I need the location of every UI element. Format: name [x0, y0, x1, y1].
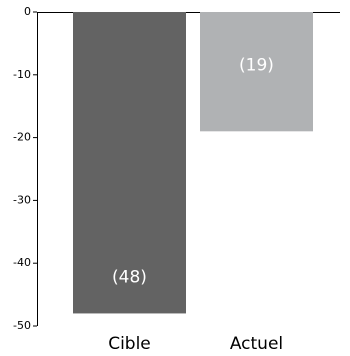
y-tick-label: -50	[13, 319, 31, 332]
bar	[200, 12, 313, 132]
y-tick-label: -10	[13, 68, 31, 81]
value-label: (48)	[112, 267, 147, 287]
y-tick-label: -40	[13, 256, 31, 269]
bar	[73, 12, 186, 314]
y-tick-label: -20	[13, 131, 31, 144]
y-tick-label: 0	[24, 5, 31, 18]
x-tick-label: Cible	[108, 334, 151, 354]
x-tick-label: Actuel	[230, 334, 283, 354]
value-label: (19)	[239, 56, 274, 76]
y-tick-label: -30	[13, 193, 31, 206]
